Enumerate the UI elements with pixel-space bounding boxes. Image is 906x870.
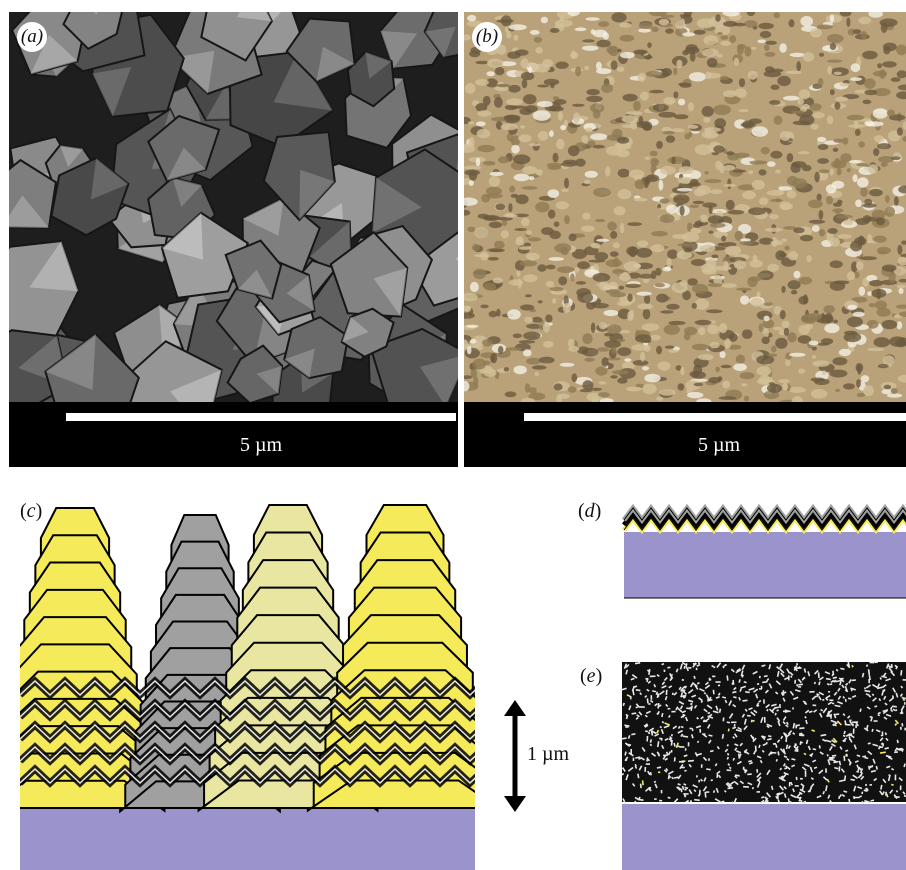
panel-b-label: (b)	[472, 22, 502, 52]
thin-film-diagram	[622, 503, 906, 599]
panel-e-label: (e)	[580, 665, 603, 687]
panel-c-scale-arrow	[500, 700, 530, 812]
panel-a-scale-text: 5 µm	[239, 434, 283, 456]
panel-b-afm-image: (b) 5 µm	[464, 12, 906, 467]
sem-crystals-image	[9, 12, 458, 402]
afm-texture-image	[464, 12, 906, 402]
panel-b-scale-text: 5 µm	[697, 434, 741, 456]
panel-c-label: (c)	[20, 500, 43, 522]
columnar-growth-diagram	[20, 504, 475, 870]
panel-e-schematic	[622, 662, 906, 870]
panel-a-label: (a)	[17, 22, 47, 52]
panel-a-scale-bar	[66, 413, 456, 421]
fine-grain-diagram	[622, 662, 906, 870]
panel-d-label: (d)	[578, 500, 602, 522]
panel-b-scale-bar	[524, 413, 906, 421]
panel-a-sem-image: (a) 5 µm	[9, 12, 458, 467]
panel-d-schematic	[620, 500, 906, 600]
panel-c-schematic	[20, 500, 475, 870]
panel-c-scale-text: 1 µm	[527, 743, 570, 765]
